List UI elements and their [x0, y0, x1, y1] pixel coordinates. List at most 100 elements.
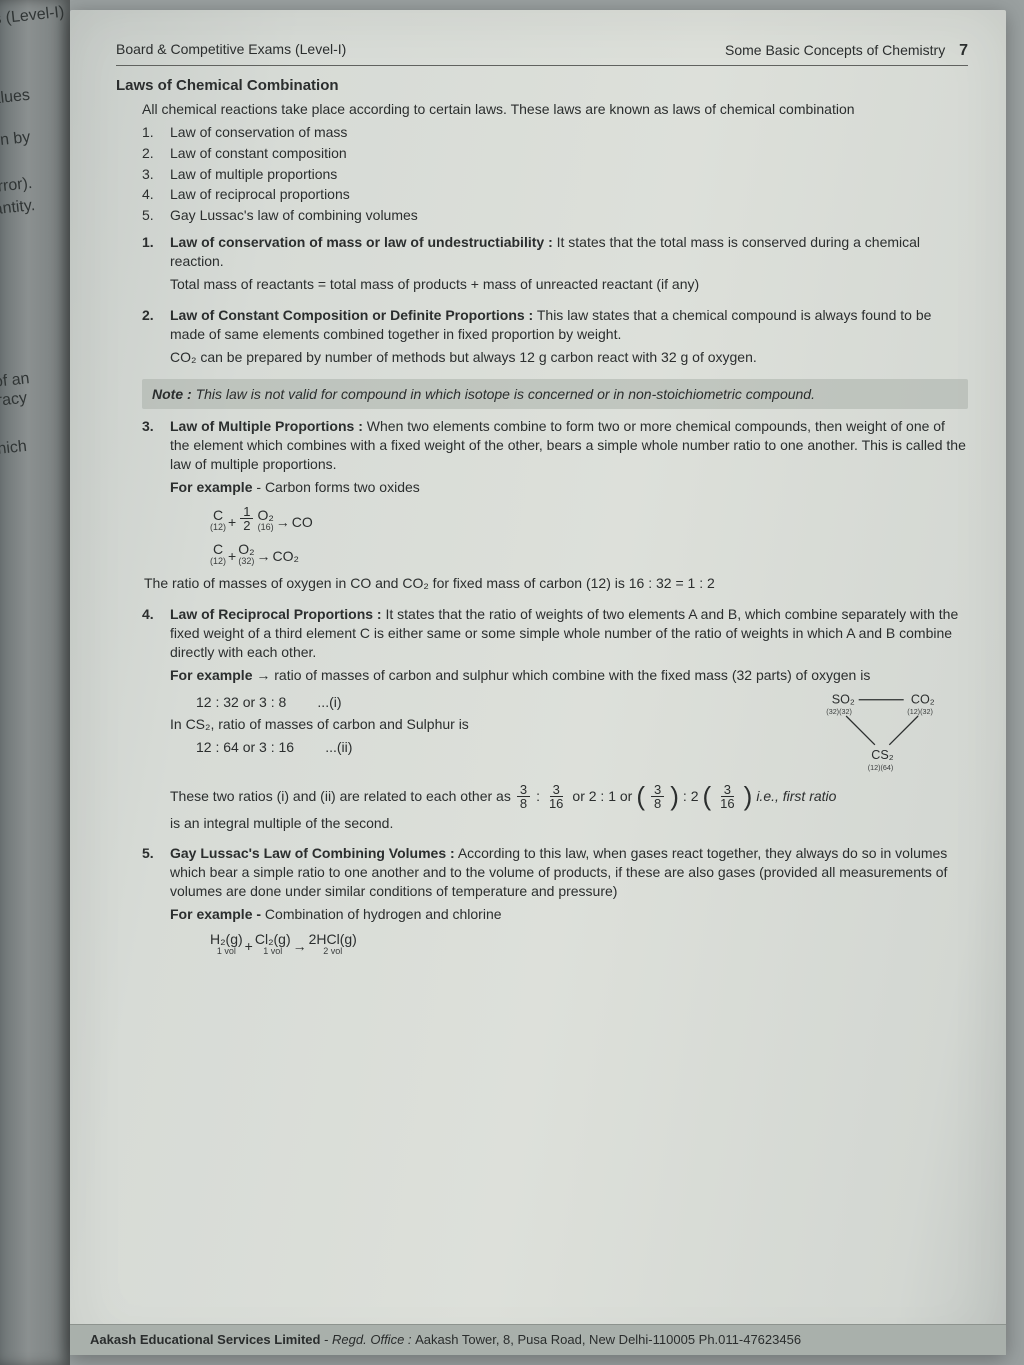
list-number: 2. — [142, 144, 170, 163]
list-item: 1.Law of conservation of mass — [142, 123, 968, 142]
spine-text-fragment: curacy — [0, 390, 28, 413]
sep: - — [320, 1332, 332, 1347]
list-number: 4. — [142, 605, 170, 836]
note-box: Note : This law is not valid for compoun… — [142, 379, 968, 410]
law-5: 5. Gay Lussac's Law of Combining Volumes… — [116, 844, 968, 964]
list-number: 4. — [142, 185, 170, 204]
law-title: Law of Constant Composition or Definite … — [170, 307, 533, 323]
node-co2-mass: (12)(32) — [907, 707, 933, 716]
ratio-tag: ...(i) — [317, 694, 341, 710]
term: O₂ — [257, 508, 273, 523]
example-label: For example — [170, 479, 252, 495]
list-text: Law of multiple proportions — [170, 165, 337, 184]
list-text: Law of constant composition — [170, 144, 347, 163]
frac-top: 1 — [240, 505, 253, 519]
text: or 2 : 1 or — [572, 787, 632, 806]
equation-hcl: H₂(g)1 vol + Cl₂(g)1 vol → 2HCl(g)2 vol — [210, 932, 968, 956]
conclusion: The ratio of masses of oxygen in CO and … — [144, 574, 968, 593]
header-right: Some Basic Concepts of Chemistry 7 — [725, 40, 968, 62]
intro-text: All chemical reactions take place accord… — [142, 100, 968, 119]
example-line: For example - Combination of hydrogen an… — [170, 905, 968, 924]
example-label: For example - — [170, 906, 261, 922]
product: CO — [292, 513, 313, 532]
node-co2: CO₂ — [911, 692, 935, 706]
law-title: Law of conservation of mass or law of un… — [170, 234, 553, 250]
vol: 1 vol — [217, 947, 236, 956]
note-label: Note : — [152, 386, 196, 402]
term: O₂ — [238, 542, 254, 557]
footer-bar: Aakash Educational Services Limited - Re… — [70, 1324, 1006, 1355]
list-number: 1. — [142, 123, 170, 142]
running-header: Board & Competitive Exams (Level-I) Some… — [116, 40, 968, 66]
ratio-value: 12 : 32 or 3 : 8 — [196, 694, 286, 710]
node-cs2: CS₂ — [871, 748, 893, 762]
ratio-value: 12 : 64 or 3 : 16 — [196, 739, 294, 755]
term: C — [213, 508, 223, 523]
list-number: 3. — [142, 417, 170, 597]
spine-text-fragment: al error). — [0, 175, 33, 199]
example-text: ratio of masses of carbon and sulphur wh… — [274, 667, 870, 683]
law-2: 2. Law of Constant Composition or Defini… — [116, 306, 968, 371]
list-number: 3. — [142, 165, 170, 184]
spine-text-fragment: taken by — [0, 129, 31, 153]
mass: (16) — [258, 523, 274, 532]
footer-label: Regd. Office : — [332, 1332, 415, 1347]
footer-address: Aakash Tower, 8, Pusa Road, New Delhi-11… — [415, 1332, 801, 1347]
law-title: Law of Multiple Proportions : — [170, 418, 363, 434]
law-title: Law of Reciprocal Proportions : — [170, 606, 382, 622]
frac-bot: 2 — [240, 519, 253, 532]
text: i.e., first ratio — [756, 787, 836, 806]
page: Board & Competitive Exams (Level-I) Some… — [70, 10, 1006, 1355]
example-line: For example - Carbon forms two oxides — [170, 478, 968, 497]
product: CO₂ — [273, 547, 299, 566]
term: 2HCl(g) — [309, 932, 357, 947]
ratio-and-diagram: 12 : 32 or 3 : 8 ...(i) In CS₂, ratio of… — [170, 689, 968, 779]
ratio-i: 12 : 32 or 3 : 8 ...(i) — [196, 693, 778, 712]
text: These two ratios (i) and (ii) are relate… — [170, 787, 511, 806]
laws-short-list: 1.Law of conservation of mass 2.Law of co… — [142, 123, 968, 225]
vol: 2 vol — [323, 947, 342, 956]
list-text: Law of reciprocal proportions — [170, 185, 350, 204]
list-number: 2. — [142, 306, 170, 371]
list-text: Gay Lussac's law of combining volumes — [170, 206, 418, 225]
law-title: Gay Lussac's Law of Combining Volumes : — [170, 845, 455, 861]
page-number: 7 — [959, 42, 968, 59]
laws-detailed-list-cont: 3. Law of Multiple Proportions : When tw… — [116, 417, 968, 964]
vol: 1 vol — [263, 947, 282, 956]
law-1: 1. Law of conservation of mass or law of… — [116, 233, 968, 298]
book-spine: ms (Level-I)of valuestaken byal error).q… — [0, 0, 70, 1365]
list-number: 5. — [142, 844, 170, 964]
spine-text-fragment: which — [0, 438, 28, 460]
spine-text-fragment: quantity. — [0, 197, 36, 221]
node-cs2-mass: (12)(64) — [868, 763, 894, 772]
footer-company: Aakash Educational Services Limited — [90, 1332, 320, 1347]
list-item: 4.Law of reciprocal proportions — [142, 185, 968, 204]
cs2-line: In CS₂, ratio of masses of carbon and Su… — [170, 715, 778, 734]
relation-line: These two ratios (i) and (ii) are relate… — [170, 783, 968, 810]
header-left: Board & Competitive Exams (Level-I) — [116, 40, 346, 62]
law-4: 4. Law of Reciprocal Proportions : It st… — [116, 605, 968, 836]
relation-tail: is an integral multiple of the second. — [170, 814, 968, 833]
ratio-tag: ...(ii) — [325, 739, 352, 755]
mass: (32) — [238, 557, 254, 566]
equation-co: C(12) + 12 O₂(16) → CO C(12) + O₂(32) → … — [210, 505, 968, 566]
law-equation-text: Total mass of reactants = total mass of … — [170, 275, 968, 294]
term: Cl₂(g) — [255, 932, 291, 947]
list-item: 2.Law of constant composition — [142, 144, 968, 163]
note-text: This law is not valid for compound in wh… — [196, 386, 815, 402]
list-item: 5.Gay Lussac's law of combining volumes — [142, 206, 968, 225]
example-text: Combination of hydrogen and chlorine — [265, 906, 502, 922]
spine-text-fragment: ms (Level-I) — [0, 4, 65, 31]
section-title: Laws of Chemical Combination — [116, 76, 968, 96]
law-extra: CO₂ can be prepared by number of methods… — [170, 348, 968, 367]
list-number: 1. — [142, 233, 170, 298]
list-number: 5. — [142, 206, 170, 225]
example-text: Carbon forms two oxides — [265, 479, 420, 495]
reciprocal-diagram: SO₂ (32)(32) CO₂ (12)(32) CS₂ (12)(64) — [798, 689, 968, 779]
example-line: For example → ratio of masses of carbon … — [170, 666, 968, 685]
laws-detailed-list: 1. Law of conservation of mass or law of… — [116, 233, 968, 370]
header-chapter: Some Basic Concepts of Chemistry — [725, 42, 945, 58]
example-label: For example → — [170, 667, 270, 683]
node-so2: SO₂ — [832, 692, 855, 706]
law-3: 3. Law of Multiple Proportions : When tw… — [116, 417, 968, 597]
